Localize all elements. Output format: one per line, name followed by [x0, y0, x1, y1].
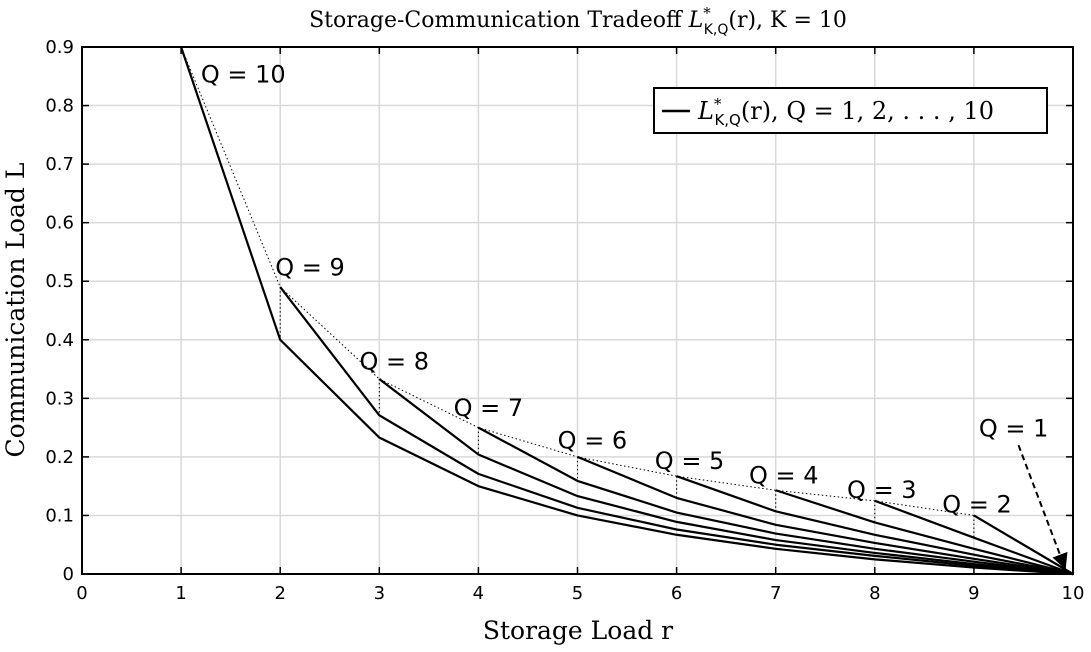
annotation-label: Q = 4 [749, 461, 819, 489]
x-tick-label: 2 [274, 583, 285, 604]
y-tick-label: 0 [63, 564, 74, 585]
envelope-group [180, 46, 1074, 575]
annotation-arrow [1017, 444, 1068, 570]
series-line [874, 499, 1074, 576]
x-tick-label: 8 [869, 583, 880, 604]
chart-title: Storage-Communication Tradeoff L* K,Q(r),… [309, 4, 847, 38]
series-line [180, 46, 1074, 576]
y-tick-label: 0.9 [45, 37, 74, 58]
x-tick-label: 4 [473, 583, 484, 604]
series-line [378, 378, 1074, 576]
x-tick-label: 5 [572, 583, 583, 604]
series-line [477, 426, 1074, 576]
x-axis-label: Storage Load r [483, 616, 673, 645]
y-tick-label: 0.6 [45, 213, 74, 234]
series-line [279, 286, 1074, 576]
x-tick-label: 0 [76, 583, 87, 604]
y-axis-label: Communication Load L [1, 163, 30, 458]
annotation-label: Q = 7 [454, 394, 524, 422]
annotation-label: Q = 1 [979, 415, 1049, 443]
annotation-label: Q = 2 [942, 491, 1012, 519]
x-tick-label: 1 [175, 583, 186, 604]
y-tick-label: 0.5 [45, 271, 74, 292]
x-tick-label: 3 [374, 583, 385, 604]
annotation-label: Q = 5 [655, 447, 725, 475]
annotation-label: Q = 9 [275, 254, 345, 282]
y-tick-label: 0.1 [45, 505, 74, 526]
x-tick-label: 6 [671, 583, 682, 604]
annotation-label: Q = 6 [558, 426, 628, 454]
series-line [676, 475, 1074, 576]
series-line [775, 489, 1074, 576]
annotation-label: Q = 8 [359, 347, 429, 375]
annotation-label: Q = 3 [847, 476, 917, 504]
x-tick-label: 10 [1062, 583, 1085, 604]
series-group [180, 46, 1074, 576]
series-line [577, 455, 1074, 576]
y-axis-ticks: 0 0.1 0.2 0.3 0.4 0.5 0.6 0.7 0.8 0.9 [45, 37, 1073, 585]
legend: L* K,Q(r), Q = 1, 2, . . . , 10 [653, 87, 1048, 134]
x-axis-ticks: 0 1 2 3 4 5 6 7 8 9 10 [76, 47, 1084, 604]
legend-box [653, 87, 1048, 134]
annotation-label: Q = 10 [201, 60, 286, 88]
y-tick-label: 0.7 [45, 154, 74, 175]
legend-entry: L* K,Q(r), Q = 1, 2, . . . , 10 [697, 95, 994, 129]
x-tick-label: 7 [770, 583, 781, 604]
y-tick-label: 0.3 [45, 388, 74, 409]
y-tick-label: 0.8 [45, 96, 74, 117]
annotations-group: Q = 10 Q = 9 Q = 8 Q = 7 Q = 6 Q = 5 Q = 4 Q = … [201, 60, 1068, 570]
y-tick-label: 0.4 [45, 330, 74, 351]
x-tick-label: 9 [968, 583, 979, 604]
y-tick-label: 0.2 [45, 447, 74, 468]
